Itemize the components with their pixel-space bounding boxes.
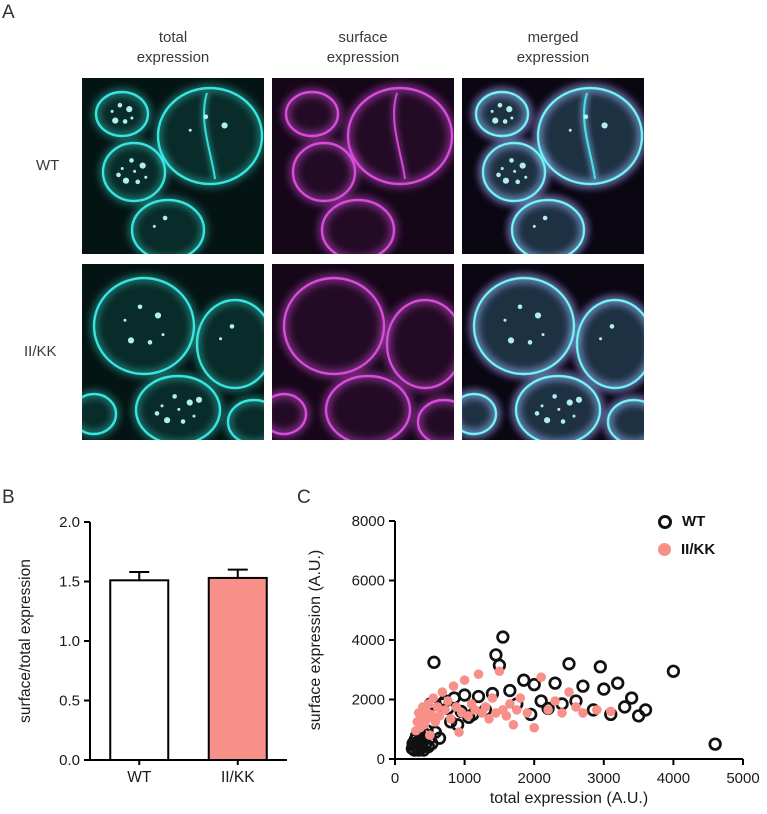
micrograph-iikk-total: [82, 264, 264, 440]
scatter-x-tick-label: 0: [391, 770, 399, 787]
column-header-surface: surface expression: [326, 29, 400, 66]
scatter-y-tick-label: 0: [377, 751, 385, 768]
bar-y-tick-label: 1.5: [59, 574, 80, 591]
micrograph-iikk-surface: [272, 264, 454, 440]
micrograph-iikk-merged: [462, 264, 644, 440]
scatter-chart-svg: 0 1000 2000 3000 4000 5000 0 2000 4000 6000 8000 to…: [307, 513, 760, 807]
micrograph-svg: [82, 78, 264, 254]
bar-II/KK: [207, 576, 268, 762]
scatter-y-axis-label: surface expression (A.U.): [307, 550, 324, 731]
scatter-y-tick-label: 6000: [352, 573, 385, 590]
micrograph-svg: [462, 264, 644, 440]
bar-chart-surface-total-ratio: 0.0 0.5 1.0 1.5 2.0 WT II/KK surface/total expr…: [10, 508, 300, 804]
bar-x-category-label: II/KK: [221, 769, 255, 786]
micrograph-svg: [272, 78, 454, 254]
scatter-y-tick-label: 4000: [352, 632, 385, 649]
row-label-iikk: II/KK: [24, 343, 57, 360]
column-header-total: total expression: [136, 29, 210, 66]
scatter-x-tick-label: 4000: [657, 770, 690, 787]
bar-chart-svg: 0.0 0.5 1.0 1.5 2.0 WT II/KK surface/total expr…: [17, 514, 287, 786]
micrograph-wt-merged: [462, 78, 644, 254]
bar-y-tick-label: 0.0: [59, 752, 80, 769]
bar-x-category-label: WT: [127, 769, 152, 786]
bar-y-tick-label: 1.0: [59, 633, 80, 650]
legend-row-wt: WT: [658, 513, 715, 530]
micrograph-wt-surface: [272, 78, 454, 254]
panel-b-letter: B: [2, 487, 15, 508]
row-label-wt: WT: [36, 157, 60, 174]
micrograph-svg: [462, 78, 644, 254]
scatter-x-tick-label: 3000: [587, 770, 620, 787]
micrograph-svg: [272, 264, 454, 440]
legend-label-wt: WT: [682, 513, 706, 530]
micrograph-svg: [82, 264, 264, 440]
iikk-filled-circle-marker: [658, 543, 671, 556]
scatter-x-tick-label: 1000: [448, 770, 481, 787]
scatter-legend: WT II/KK: [658, 513, 715, 558]
bar-WT: [109, 579, 170, 761]
bar-y-tick-label: 2.0: [59, 514, 80, 531]
bar-y-tick-label: 0.5: [59, 693, 80, 710]
legend-row-iikk: II/KK: [658, 541, 715, 558]
scatter-x-axis-label: total expression (A.U.): [490, 790, 648, 807]
micrograph-wt-total: [82, 78, 264, 254]
wt-open-circle-marker: [658, 514, 672, 529]
scatter-x-tick-label: 2000: [518, 770, 551, 787]
column-header-merged: merged expression: [516, 29, 590, 66]
legend-label-iikk: II/KK: [681, 541, 716, 558]
scatter-y-tick-label: 8000: [352, 513, 385, 530]
panel-c-letter: C: [297, 487, 311, 508]
panel-a-letter: A: [2, 2, 15, 23]
bar-y-axis-label: surface/total expression: [17, 559, 34, 723]
scatter-chart-expression: 0 1000 2000 3000 4000 5000 0 2000 4000 6000 8000 to…: [300, 505, 765, 814]
scatter-y-tick-label: 2000: [352, 692, 385, 709]
scatter-x-tick-label: 5000: [726, 770, 759, 787]
